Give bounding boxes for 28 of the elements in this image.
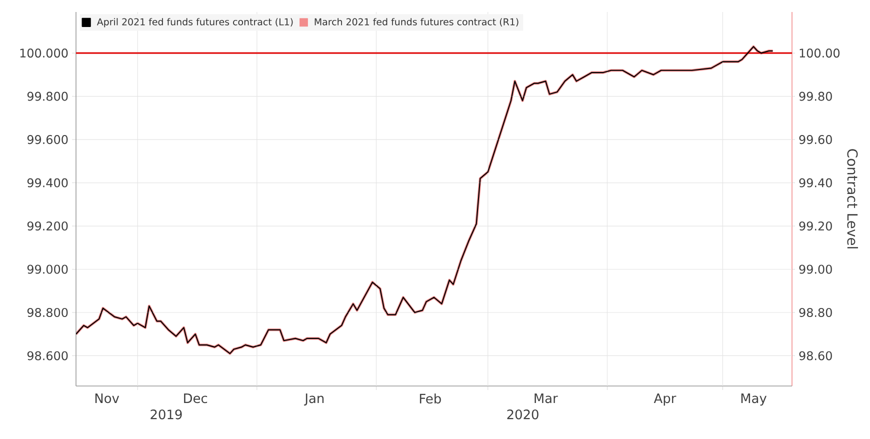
text: 2020: [507, 410, 538, 420]
y-tick-label: 98.600: [27, 351, 68, 360]
y-tick-label: 99.000: [27, 264, 68, 274]
x-tick-label: May: [741, 394, 767, 406]
x-tick-label: Nov: [95, 394, 120, 404]
y2-tick-label: 99.60: [799, 135, 832, 144]
y2-tick-label: 99.40: [799, 178, 832, 188]
y2-tick-label: 98.60: [799, 351, 832, 360]
y2-tick-label: 100.00: [800, 48, 840, 58]
x-tick-label: Jan: [304, 394, 324, 406]
y2-axis-title: Contract Level: [847, 149, 858, 248]
y-tick-label: 99.600: [27, 135, 68, 144]
x-tick-label: Feb: [420, 394, 441, 404]
legend-label: March 2021 fed funds futures contract (R1): [314, 18, 518, 26]
y-tick-label: 99.200: [27, 222, 68, 231]
text: 2019: [150, 410, 182, 420]
y2-tick-label: 99.00: [799, 264, 832, 274]
y2-tick-label: 99.20: [799, 221, 832, 231]
x-tick-label: Dec: [184, 394, 208, 404]
y-tick-label: 100.000: [20, 48, 68, 58]
y-tick-label: 98.800: [27, 308, 68, 318]
y-tick-label: 99.400: [27, 178, 68, 188]
legend-label: April 2021 fed funds futures contract (L1): [96, 18, 293, 28]
x-tick-label: Apr: [654, 394, 676, 406]
y-tick-label: 99.800: [27, 92, 68, 101]
y2-tick-label: 99.80: [799, 92, 832, 101]
x-tick-label: Mar: [534, 394, 558, 404]
y2-tick-label: 98.80: [799, 308, 832, 318]
